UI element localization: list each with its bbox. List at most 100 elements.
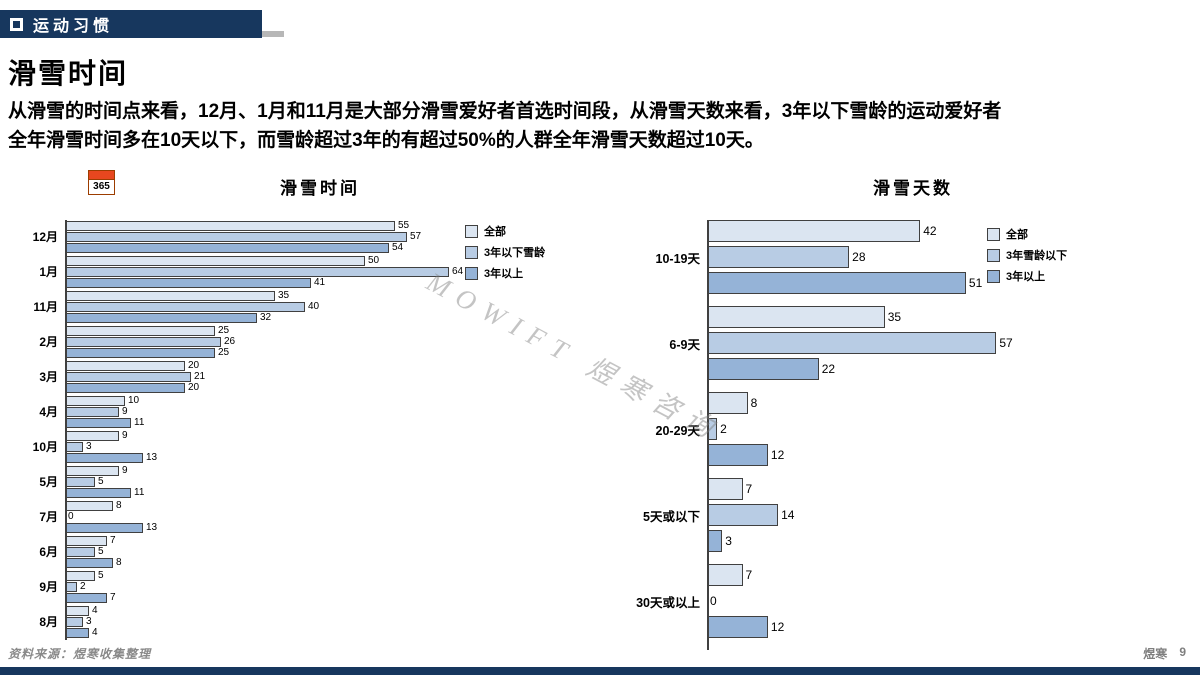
bottom-bar (0, 667, 1200, 675)
bar-value: 8 (116, 556, 122, 568)
bar-value: 3 (86, 615, 92, 627)
bar-row: 5 (65, 476, 485, 487)
legend-label: 3年雪龄以下 (1006, 250, 1068, 262)
bar (707, 504, 779, 526)
chart-skiing-days: 滑雪天数 10-19天 42 28 51 6-9天 35 57 22 20-29天 8 2 12 5天或… (635, 168, 1191, 658)
bar (65, 382, 185, 393)
bar (65, 395, 125, 406)
bar-value: 12 (770, 448, 785, 462)
plot-area-skiing-days: 10-19天 42 28 51 6-9天 35 57 22 20-29天 8 2 12 5天或以下 7 14… (635, 220, 1037, 650)
bar-stack: 10 9 11 (65, 395, 485, 428)
bar (65, 605, 89, 616)
bar (65, 535, 107, 546)
bar-stack: 7 0 12 (707, 564, 1037, 638)
chart-skiing-time: 365 滑雪时间 12月 55 57 54 1月 50 64 41 11月 35 40 32 2月 25 2… (10, 168, 630, 658)
bar-value: 13 (146, 521, 158, 533)
bar-group: 9月 5 2 7 (10, 570, 485, 603)
bar-row: 7 (65, 535, 485, 546)
footer-brand: 煜寒 (1143, 647, 1168, 661)
bar-row: 7 (707, 478, 1037, 500)
bar-value: 13 (146, 451, 158, 463)
bar-row: 8 (65, 500, 485, 511)
bar-row: 10 (65, 395, 485, 406)
bar-row: 20 (65, 360, 485, 371)
body-line-2: 全年滑雪时间多在10天以下，而雪龄超过3年的有超过50%的人群全年滑雪天数超过1… (8, 130, 764, 152)
category-label: 8月 (39, 615, 58, 629)
bar-value: 11 (134, 486, 145, 498)
bar-value: 4 (92, 626, 98, 638)
bar-stack: 25 26 25 (65, 325, 485, 358)
category-label: 10-19天 (655, 251, 700, 266)
bar-group: 7月 8 0 13 (10, 500, 485, 533)
bar-row: 64 (65, 266, 485, 277)
bar-value: 11 (134, 416, 145, 428)
bar-row: 28 (707, 246, 1037, 268)
bar (707, 478, 743, 500)
source-note: 资料来源：煜寒收集整理 (8, 647, 152, 661)
bar-value: 3 (86, 440, 92, 452)
bar (65, 360, 185, 371)
category-label: 3月 (39, 370, 58, 384)
bar-row: 22 (707, 358, 1037, 380)
bar-row: 11 (65, 417, 485, 428)
bar-row: 21 (65, 371, 485, 382)
section-header: 运动习惯 (0, 10, 262, 38)
page-footer: 煜寒 9 (1143, 645, 1186, 662)
bar-row: 13 (65, 522, 485, 533)
bar-value: 7 (745, 568, 753, 582)
legend-item: 3年以下雪龄 (465, 244, 545, 260)
bar (707, 530, 723, 552)
bar (65, 592, 107, 603)
bar-group: 12月 55 57 54 (10, 220, 485, 253)
category-label: 6-9天 (669, 337, 700, 352)
bar-value: 51 (968, 276, 983, 290)
bar-row: 5 (65, 546, 485, 557)
calendar-icon-header (89, 171, 114, 180)
bar (65, 371, 191, 382)
bar-value: 9 (122, 405, 128, 417)
bar (65, 452, 143, 463)
bar (65, 325, 215, 336)
bar (707, 220, 921, 242)
bar-value: 12 (770, 620, 785, 634)
category-label: 7月 (39, 510, 58, 524)
bar (65, 627, 89, 638)
bar-row: 40 (65, 301, 485, 312)
bar-row: 4 (65, 627, 485, 638)
bar (65, 546, 95, 557)
bar (707, 444, 768, 466)
y-axis-line (65, 220, 67, 640)
bar-value: 57 (999, 336, 1013, 350)
bar (65, 476, 95, 487)
calendar-icon: 365 (88, 170, 115, 195)
bar-row: 8 (65, 557, 485, 568)
bar (707, 616, 768, 638)
chart-title-skiing-time: 滑雪时间 (280, 179, 360, 198)
legend-item: 全部 (465, 223, 545, 239)
bar-stack: 8 2 12 (707, 392, 1037, 466)
bar-row: 55 (65, 220, 485, 231)
bar-value: 8 (750, 396, 758, 410)
bar-value: 9 (122, 464, 128, 476)
bar-row: 25 (65, 347, 485, 358)
bar-value: 26 (224, 335, 236, 347)
bar (65, 266, 449, 277)
bar-value: 5 (98, 545, 104, 557)
section-title: 运动习惯 (33, 18, 114, 35)
bar-row: 20 (65, 382, 485, 393)
bar-group: 10-19天 42 28 51 (635, 220, 1037, 294)
bar-row: 2 (707, 418, 1037, 440)
bar-row: 9 (65, 465, 485, 476)
body-text: 从滑雪的时间点来看，12月、1月和11月是大部分滑雪爱好者首选时间段，从滑雪天数… (8, 97, 1193, 156)
bar-row: 4 (65, 605, 485, 616)
bar (65, 220, 395, 231)
bar (65, 616, 83, 627)
bar-row: 32 (65, 312, 485, 323)
category-label: 10月 (32, 440, 58, 454)
bar-value: 20 (188, 359, 200, 371)
legend-label: 全部 (484, 226, 506, 238)
bar-stack: 9 3 13 (65, 430, 485, 463)
legend-swatch (465, 245, 478, 259)
bar-row: 26 (65, 336, 485, 347)
